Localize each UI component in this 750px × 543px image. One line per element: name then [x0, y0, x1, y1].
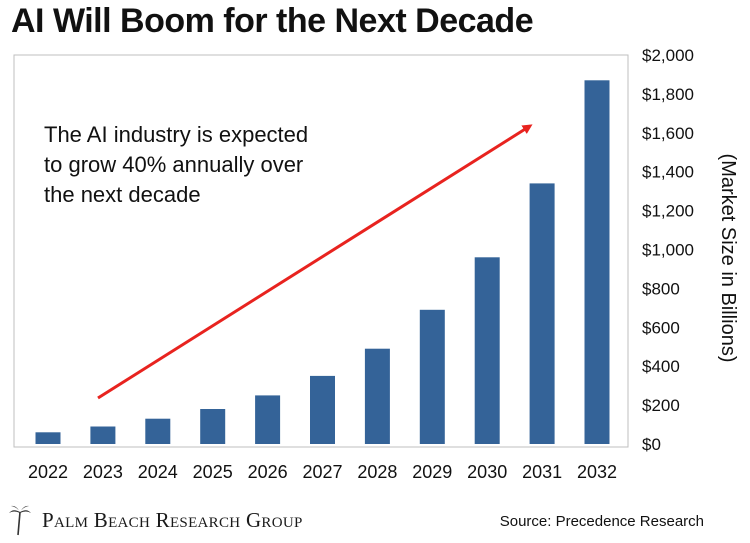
y-tick-label: $600 [642, 318, 680, 337]
bar-2031 [529, 183, 555, 444]
source-note: Source: Precedence Research [499, 513, 704, 530]
x-tick-label: 2025 [193, 462, 233, 482]
y-tick-label: $1,600 [642, 124, 694, 143]
bar-2025 [200, 409, 226, 444]
bar-2023 [90, 426, 116, 444]
x-tick-label: 2032 [577, 462, 617, 482]
brand-name: Palm Beach Research Group [42, 507, 303, 532]
annotation-line: the next decade [44, 182, 201, 207]
x-tick-label: 2027 [302, 462, 342, 482]
x-tick-label: 2024 [138, 462, 178, 482]
bar-2032 [584, 80, 610, 445]
chart-title: AI Will Boom for the Next Decade [11, 2, 534, 40]
x-tick-label: 2022 [28, 462, 68, 482]
growth-arrow [97, 124, 533, 400]
y-tick-label: $200 [642, 396, 680, 415]
y-tick-label: $1,000 [642, 241, 694, 260]
plot-frame [13, 54, 629, 448]
annotation-line: to grow 40% annually over [44, 152, 304, 177]
x-axis-tick-labels: 2022 2023 2024 2025 2026 2027 2028 2029 2030 2031… [28, 462, 617, 482]
y-axis-tick-labels: $0 $200 $400 $600 $800 $1,000 $1,200 $1,400 $1,6… [642, 46, 694, 454]
y-tick-label: $1,200 [642, 202, 694, 221]
y-tick-label: $2,000 [642, 46, 694, 65]
annotation-line: The AI industry is expected [44, 122, 309, 147]
x-tick-label: 2029 [412, 462, 452, 482]
bar-2026 [255, 395, 281, 444]
x-tick-label: 2023 [83, 462, 123, 482]
x-tick-label: 2026 [248, 462, 288, 482]
y-tick-label: $1,400 [642, 163, 694, 182]
bar-2029 [419, 309, 445, 444]
y-tick-label: $1,800 [642, 85, 694, 104]
bar-2024 [145, 418, 171, 444]
x-tick-label: 2031 [522, 462, 562, 482]
bar-2030 [474, 257, 500, 444]
bar-2028 [364, 348, 390, 444]
y-tick-label: $400 [642, 357, 680, 376]
bars-group [35, 80, 610, 445]
growth-annotation: The AI industry is expected to grow 40% … [44, 120, 344, 210]
y-tick-label: $800 [642, 279, 680, 298]
palm-tree-icon [9, 505, 31, 536]
bar-2027 [310, 375, 335, 444]
y-axis-label: (Market Size in Billions) [717, 154, 739, 363]
x-tick-label: 2030 [467, 462, 507, 482]
bar-2022 [35, 432, 61, 444]
y-tick-label: $0 [642, 435, 661, 454]
brand-logo: Palm Beach Research Group [8, 500, 303, 540]
x-tick-label: 2028 [357, 462, 397, 482]
